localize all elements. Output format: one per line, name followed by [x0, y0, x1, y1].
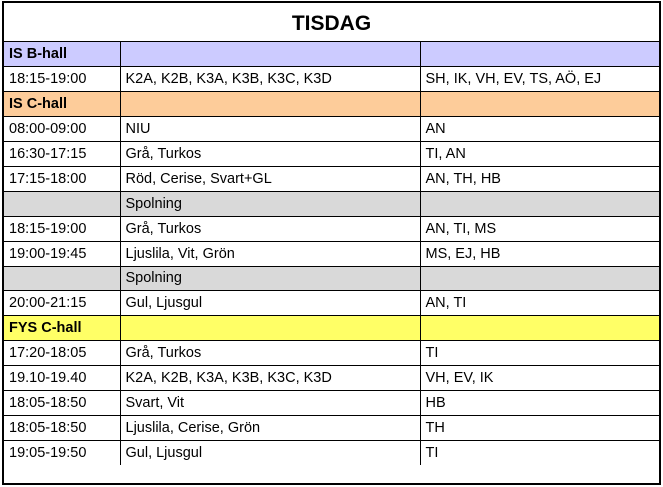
time-cell: 16:30-17:15	[4, 141, 121, 167]
empty-cell	[420, 91, 659, 118]
time-cell: 18:05-18:50	[4, 390, 121, 416]
time-cell: 17:15-18:00	[4, 166, 121, 192]
time-cell: 17:20-18:05	[4, 340, 121, 367]
groups-cell: Grå, Turkos	[120, 216, 421, 242]
table-row: 19.10-19.40 K2A, K2B, K3A, K3B, K3C, K3D V…	[4, 365, 659, 391]
leaders-cell: AN, TI, MS	[420, 216, 659, 242]
leaders-cell: HB	[420, 390, 659, 416]
empty-cell	[420, 191, 659, 217]
spolning-row: Spolning	[4, 191, 659, 217]
empty-cell	[120, 91, 421, 118]
groups-cell: Ljuslila, Cerise, Grön	[120, 415, 421, 441]
section-label: FYS C-hall	[4, 315, 121, 342]
table-row: 19:00-19:45 Ljuslila, Vit, Grön MS, EJ, HB	[4, 241, 659, 267]
empty-cell	[420, 266, 659, 292]
time-cell: 08:00-09:00	[4, 116, 121, 143]
table-row: 08:00-09:00 NIU AN	[4, 116, 659, 143]
leaders-cell: TI, AN	[420, 141, 659, 167]
groups-cell: NIU	[120, 116, 421, 143]
table-row: 17:20-18:05 Grå, Turkos TI	[4, 340, 659, 367]
leaders-cell: TI	[420, 340, 659, 367]
groups-cell: Gul, Ljusgul	[120, 290, 421, 317]
groups-cell: Gul, Ljusgul	[120, 440, 421, 466]
table-row: 19:05-19:50 Gul, Ljusgul TI	[4, 440, 659, 466]
section-header-row: IS C-hall	[4, 91, 659, 118]
leaders-cell: AN, TH, HB	[420, 166, 659, 192]
section-label: IS C-hall	[4, 91, 121, 118]
groups-cell: Röd, Cerise, Svart+GL	[120, 166, 421, 192]
leaders-cell: AN	[420, 116, 659, 143]
time-cell: 19:05-19:50	[4, 440, 121, 466]
time-cell: 18:15-19:00	[4, 216, 121, 242]
time-cell: 18:05-18:50	[4, 415, 121, 441]
spolning-label: Spolning	[120, 191, 421, 217]
time-cell: 19.10-19.40	[4, 365, 121, 391]
table-row: 18:05-18:50 Svart, Vit HB	[4, 390, 659, 416]
leaders-cell: SH, IK, VH, EV, TS, AÖ, EJ	[420, 66, 659, 93]
spolning-label: Spolning	[120, 266, 421, 292]
groups-cell: K2A, K2B, K3A, K3B, K3C, K3D	[120, 66, 421, 93]
table-row: 17:15-18:00 Röd, Cerise, Svart+GL AN, TH, …	[4, 166, 659, 192]
table-row: 16:30-17:15 Grå, Turkos TI, AN	[4, 141, 659, 167]
groups-cell: Grå, Turkos	[120, 141, 421, 167]
groups-cell: K2A, K2B, K3A, K3B, K3C, K3D	[120, 365, 421, 391]
leaders-cell: TH	[420, 415, 659, 441]
empty-cell	[120, 42, 421, 68]
empty-cell	[4, 191, 121, 217]
table-row: 20:00-21:15 Gul, Ljusgul AN, TI	[4, 290, 659, 317]
time-cell: 20:00-21:15	[4, 290, 121, 317]
groups-cell: Grå, Turkos	[120, 340, 421, 367]
table-row: 18:15-19:00 K2A, K2B, K3A, K3B, K3C, K3D S…	[4, 66, 659, 93]
leaders-cell: MS, EJ, HB	[420, 241, 659, 267]
section-header-row: IS B-hall	[4, 42, 659, 68]
leaders-cell: AN, TI	[420, 290, 659, 317]
time-cell: 18:15-19:00	[4, 66, 121, 93]
time-cell: 19:00-19:45	[4, 241, 121, 267]
empty-cell	[4, 266, 121, 292]
empty-cell	[420, 42, 659, 68]
leaders-cell: VH, EV, IK	[420, 365, 659, 391]
table-row: 18:05-18:50 Ljuslila, Cerise, Grön TH	[4, 415, 659, 441]
section-header-row: FYS C-hall	[4, 315, 659, 342]
spolning-row: Spolning	[4, 266, 659, 292]
empty-cell	[120, 315, 421, 342]
groups-cell: Ljuslila, Vit, Grön	[120, 241, 421, 267]
table-row: 18:15-19:00 Grå, Turkos AN, TI, MS	[4, 216, 659, 242]
empty-cell	[420, 315, 659, 342]
leaders-cell: TI	[425, 444, 439, 461]
groups-cell: Svart, Vit	[120, 390, 421, 416]
section-label: IS B-hall	[4, 42, 121, 68]
page-title: TISDAG	[4, 3, 659, 42]
schedule-table: IS B-hall 18:15-19:00 K2A, K2B, K3A, K3B, …	[4, 42, 659, 466]
